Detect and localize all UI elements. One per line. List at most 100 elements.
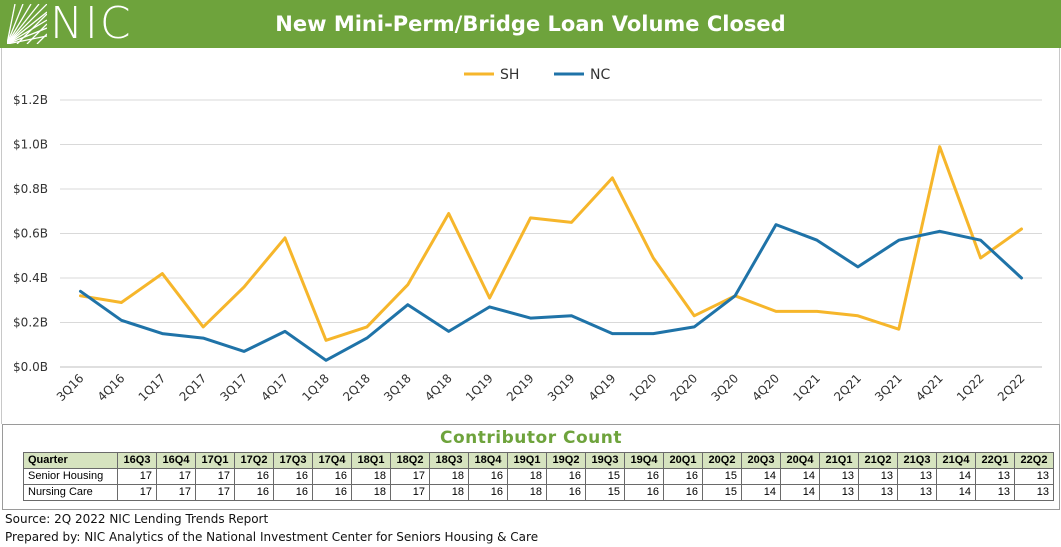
table-header-cell: 18Q2 — [390, 452, 430, 469]
contributor-count-title: Contributor Count — [440, 428, 622, 448]
table-header-cell: 17Q1 — [195, 452, 235, 469]
table-cell: 17 — [390, 484, 430, 501]
table-cell: 14 — [936, 468, 976, 485]
chart-area: $0.0B $0.2B $0.4B $0.6B $0.8B $1.0B $1.2B 3Q16 4… — [1, 48, 1060, 424]
chart-title: New Mini-Perm/Bridge Loan Volume Closed — [275, 12, 786, 36]
series-line-sh — [79, 145, 1023, 342]
table-cell: 14 — [780, 484, 820, 501]
x-tick-label: 4Q21 — [913, 371, 946, 404]
table-cell: 18 — [351, 484, 391, 501]
table-cell: 13 — [897, 468, 937, 485]
x-tick-label: 3Q19 — [545, 371, 578, 404]
x-tick-label: 2Q22 — [995, 371, 1028, 404]
table-cell: 14 — [741, 468, 781, 485]
table-row: Nursing Care 17 17 17 16 16 16 18 17 18 16 18 16 15 16… — [23, 484, 1054, 501]
table-cell: 17 — [117, 468, 157, 485]
x-tick-label: 4Q16 — [95, 371, 128, 404]
table-cell: 14 — [936, 484, 976, 501]
x-tick-label: 2Q21 — [831, 371, 864, 404]
x-tick-label: 2Q20 — [668, 371, 701, 404]
x-tick-label: 3Q16 — [54, 371, 87, 404]
table-header-cell: 17Q3 — [273, 452, 313, 469]
table-header-cell: 21Q1 — [819, 452, 859, 469]
table-cell: 16 — [468, 484, 508, 501]
x-tick-label: 1Q21 — [790, 371, 823, 404]
table-row-label: Nursing Care — [23, 484, 118, 501]
table-cell: 13 — [1014, 468, 1054, 485]
y-tick-label: $1.2B — [13, 93, 48, 107]
table-header-cell: 16Q4 — [156, 452, 196, 469]
nic-logo-text: NIC — [50, 0, 133, 49]
table-header-cell: 19Q4 — [624, 452, 664, 469]
table-cell: 16 — [546, 468, 586, 485]
y-tick-label: $0.0B — [13, 360, 48, 374]
table-header-cell: 18Q1 — [351, 452, 391, 469]
table-cell: 17 — [195, 468, 235, 485]
header-banner: NIC New Mini-Perm/Bridge Loan Volume Clo… — [0, 0, 1061, 49]
y-tick-label: $0.4B — [13, 271, 48, 285]
table-header-cell: 21Q4 — [936, 452, 976, 469]
x-tick-label: 2Q18 — [340, 371, 373, 404]
table-header-quarter: Quarter — [23, 452, 118, 469]
table-cell: 16 — [234, 484, 274, 501]
table-cell: 16 — [234, 468, 274, 485]
x-tick-label: 1Q17 — [136, 371, 169, 404]
table-header-cell: 18Q4 — [468, 452, 508, 469]
x-tick-label: 3Q18 — [381, 371, 414, 404]
x-tick-label: 1Q22 — [954, 371, 987, 404]
x-tick-label: 3Q21 — [872, 371, 905, 404]
table-cell: 15 — [585, 484, 625, 501]
source-note: Source: 2Q 2022 NIC Lending Trends Repor… — [5, 512, 269, 526]
table-cell: 16 — [273, 468, 313, 485]
table-header-cell: 17Q4 — [312, 452, 352, 469]
x-tick-label: 1Q18 — [299, 371, 332, 404]
x-tick-label: 2Q17 — [177, 371, 210, 404]
table-header-cell: 16Q3 — [117, 452, 157, 469]
y-tick-label: $0.8B — [13, 182, 48, 196]
table-header-cell: 22Q2 — [1014, 452, 1054, 469]
table-cell: 16 — [312, 484, 352, 501]
table-header-cell: 21Q2 — [858, 452, 898, 469]
table-cell: 16 — [273, 484, 313, 501]
table-cell: 17 — [156, 468, 196, 485]
x-tick-label: 1Q20 — [627, 371, 660, 404]
x-tick-label: 4Q20 — [749, 371, 782, 404]
table-cell: 13 — [975, 468, 1015, 485]
table-cell: 13 — [819, 484, 859, 501]
table-cell: 16 — [624, 468, 664, 485]
table-header-cell: 17Q2 — [234, 452, 274, 469]
x-tick-label: 1Q19 — [463, 371, 496, 404]
y-tick-label: $1.0B — [13, 138, 48, 152]
y-tick-label: $0.2B — [13, 316, 48, 330]
table-cell: 18 — [507, 484, 547, 501]
table-cell: 17 — [390, 468, 430, 485]
x-tick-label: 4Q19 — [586, 371, 619, 404]
table-row-label: Senior Housing — [23, 468, 118, 485]
prepared-by-note: Prepared by: NIC Analytics of the Nation… — [5, 530, 539, 544]
legend-label-sh: SH — [500, 67, 519, 83]
table-header-cell: 19Q2 — [546, 452, 586, 469]
table-header-cell: 20Q4 — [780, 452, 820, 469]
table-row: Senior Housing 17 17 17 16 16 16 18 17 18 16 18 16 15… — [23, 468, 1054, 485]
table-cell: 18 — [507, 468, 547, 485]
table-cell: 13 — [819, 468, 859, 485]
table-cell: 17 — [195, 484, 235, 501]
x-tick-label: 4Q17 — [258, 371, 291, 404]
x-tick-label: 3Q20 — [708, 371, 741, 404]
table-cell: 16 — [546, 484, 586, 501]
table-cell: 17 — [117, 484, 157, 501]
table-cell: 14 — [741, 484, 781, 501]
x-tick-label: 2Q19 — [504, 371, 537, 404]
contributor-count-panel: Contributor Count Quarter 16Q3 16Q4 17Q1 17Q… — [2, 424, 1060, 510]
table-cell: 14 — [780, 468, 820, 485]
table-cell: 13 — [858, 484, 898, 501]
table-header-cell: 19Q1 — [507, 452, 547, 469]
table-cell: 18 — [429, 468, 469, 485]
table-cell: 17 — [156, 484, 196, 501]
series-line-nc — [79, 223, 1023, 362]
x-tick-label: 3Q17 — [217, 371, 250, 404]
table-cell: 15 — [702, 484, 742, 501]
table-cell: 13 — [897, 484, 937, 501]
contributor-count-table: Quarter 16Q3 16Q4 17Q1 17Q2 17Q3 17Q4 18Q1 18Q2 1… — [23, 452, 1054, 501]
